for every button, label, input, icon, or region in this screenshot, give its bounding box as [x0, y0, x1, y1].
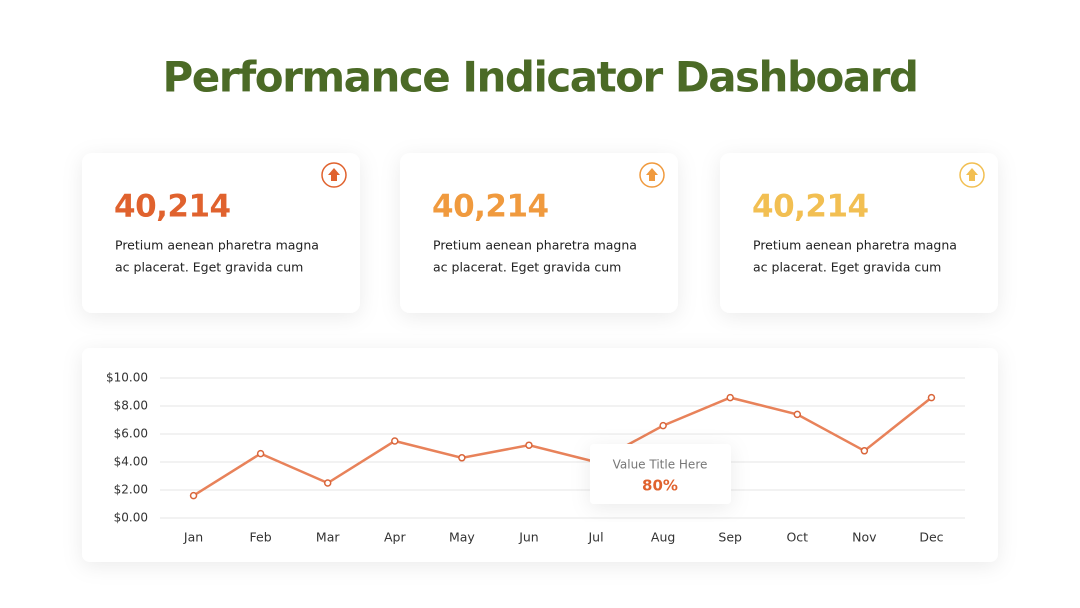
x-tick-label: Jul: [587, 530, 603, 545]
x-tick-label: May: [449, 530, 475, 545]
kpi-value: 40,214: [432, 189, 549, 225]
y-tick-label: $0.00: [114, 511, 148, 525]
line-point: [793, 410, 802, 419]
x-tick-label: Oct: [786, 530, 808, 545]
line-point: [659, 421, 667, 430]
x-tick-label: Sep: [718, 530, 742, 545]
kpi-description: Pretium aenean pharetra magna: [115, 238, 319, 253]
kpi-value: 40,214: [114, 189, 231, 225]
kpi-description: ac placerat. Eget gravida cum: [115, 260, 303, 275]
kpi-card: [400, 153, 678, 313]
x-tick-label: Mar: [316, 530, 340, 545]
arrow-icon-glyph: [328, 168, 340, 181]
kpi-value: 40,214: [752, 189, 869, 225]
kpi-description: Pretium aenean pharetra magna: [753, 238, 957, 253]
y-tick-label: $6.00: [114, 427, 148, 441]
y-tick-label: $10.00: [106, 371, 148, 385]
page-title: Performance Indicator Dashboard: [163, 53, 918, 102]
x-tick-label: Feb: [250, 530, 272, 545]
line-point: [256, 449, 265, 458]
line-point: [525, 441, 533, 449]
line-series: [192, 396, 933, 497]
x-tick-label: Aug: [651, 530, 675, 545]
y-tick-label: $4.00: [114, 455, 148, 469]
arrow-icon-glyph: [966, 168, 978, 181]
y-tick-label: $2.00: [114, 483, 148, 497]
tooltip: [590, 444, 731, 504]
x-tick-label: Jan: [183, 530, 203, 545]
line-point: [391, 437, 399, 445]
tooltip-title: Value Title Here: [613, 458, 708, 472]
line-point: [323, 479, 332, 487]
x-tick-label: Dec: [919, 530, 943, 545]
line-point: [860, 447, 869, 455]
tooltip-value: 80%: [642, 477, 678, 495]
x-tick-label: Nov: [852, 530, 877, 545]
line-point: [458, 454, 466, 462]
x-tick-label: Apr: [384, 530, 406, 545]
kpi-description: Pretium aenean pharetra magna: [433, 238, 637, 253]
arrow-icon-glyph: [646, 168, 658, 181]
x-tick-label: Jun: [518, 530, 539, 545]
chart-panel: [82, 348, 998, 562]
kpi-description: ac placerat. Eget gravida cum: [753, 260, 941, 275]
line-point: [927, 393, 936, 402]
line-point: [726, 393, 734, 402]
kpi-card: [720, 153, 998, 313]
y-tick-label: $8.00: [114, 399, 148, 413]
kpi-description: ac placerat. Eget gravida cum: [433, 260, 621, 275]
kpi-card: [82, 153, 360, 313]
line-point: [189, 491, 198, 500]
